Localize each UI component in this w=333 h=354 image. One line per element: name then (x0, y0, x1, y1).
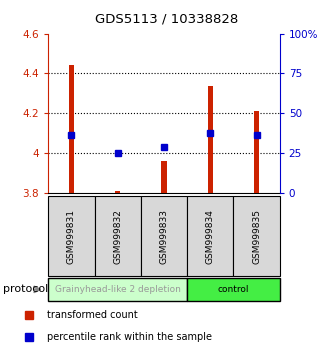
Text: percentile rank within the sample: percentile rank within the sample (47, 332, 212, 342)
Bar (48, 196, 95, 276)
Text: control: control (218, 285, 249, 294)
Bar (187, 278, 280, 301)
Bar (69, 65, 74, 193)
Bar (161, 161, 167, 193)
Text: transformed count: transformed count (47, 309, 138, 320)
Bar (187, 196, 233, 276)
Text: GSM999835: GSM999835 (252, 209, 261, 264)
Text: GSM999831: GSM999831 (67, 209, 76, 264)
Bar (95, 196, 141, 276)
Bar (115, 191, 121, 193)
Text: Grainyhead-like 2 depletion: Grainyhead-like 2 depletion (55, 285, 181, 294)
Bar (207, 86, 213, 193)
Text: GDS5113 / 10338828: GDS5113 / 10338828 (95, 12, 238, 25)
Bar (233, 196, 280, 276)
Bar (48, 278, 187, 301)
Text: protocol: protocol (3, 284, 49, 295)
Bar (254, 111, 259, 193)
Text: GSM999834: GSM999834 (206, 209, 215, 264)
Text: GSM999833: GSM999833 (160, 209, 168, 264)
Bar (141, 196, 187, 276)
Text: GSM999832: GSM999832 (113, 209, 122, 264)
